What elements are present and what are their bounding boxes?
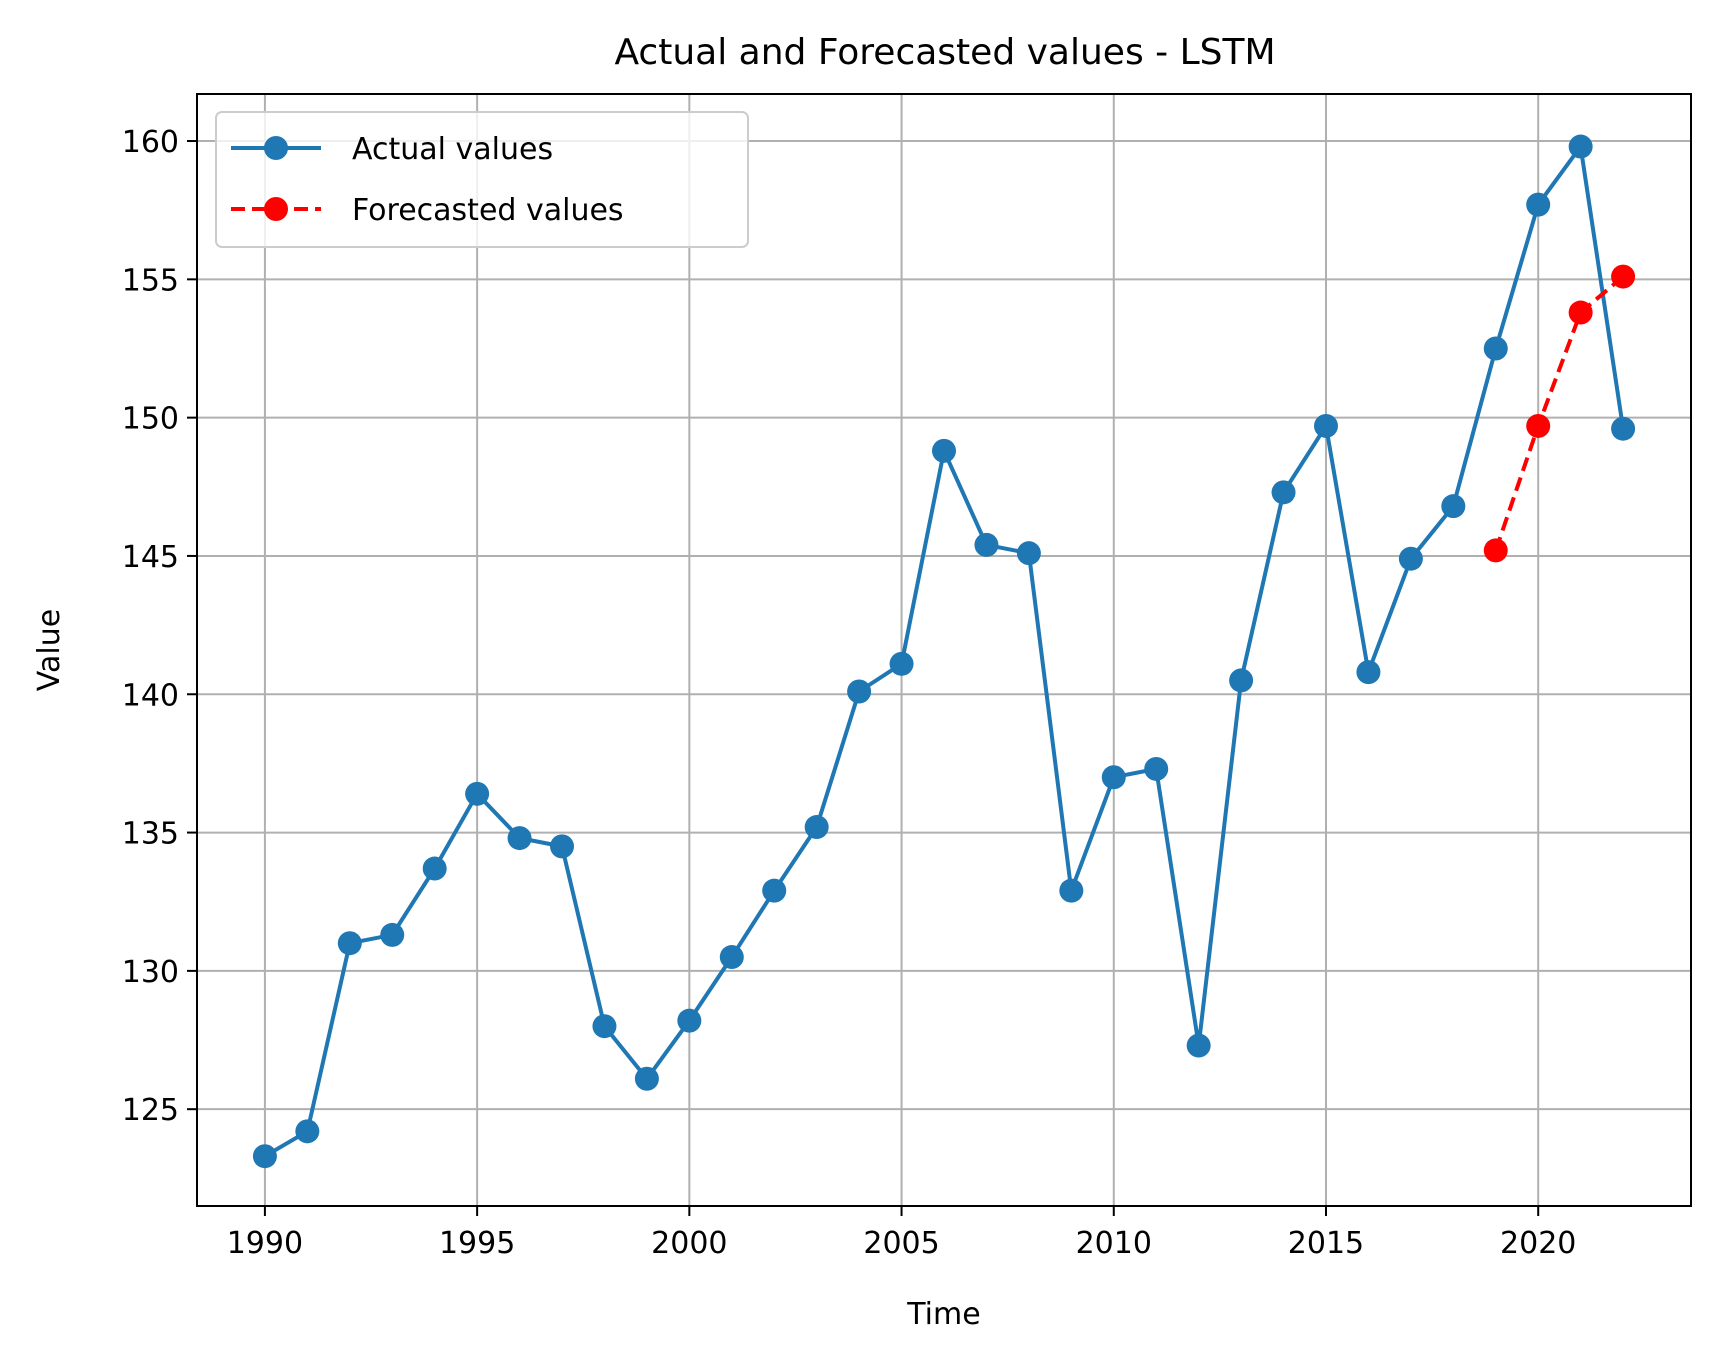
data-point-actual [550, 834, 575, 859]
data-point-actual [677, 1008, 702, 1033]
x-tick-label: 2010 [1076, 1226, 1152, 1261]
y-tick-label: 135 [122, 817, 179, 852]
data-point-actual [1059, 878, 1084, 903]
x-tick-label: 2015 [1288, 1226, 1364, 1261]
y-tick-label: 125 [122, 1093, 179, 1128]
data-point-forecast [1568, 300, 1593, 325]
data-point-actual [847, 679, 872, 704]
data-point-actual [1356, 660, 1381, 685]
data-point-forecast [1483, 538, 1508, 563]
y-tick-label: 130 [122, 955, 179, 990]
legend-marker-forecast [264, 197, 288, 221]
data-point-actual [422, 856, 447, 881]
plot-frame [196, 93, 1692, 1207]
data-point-actual [804, 815, 829, 840]
data-point-actual [252, 1144, 277, 1169]
data-point-actual [974, 532, 999, 557]
data-point-actual [1144, 756, 1169, 781]
y-tick-label: 160 [122, 125, 179, 160]
data-point-actual [592, 1014, 617, 1039]
y-tick-label: 150 [122, 402, 179, 437]
data-point-actual [719, 945, 744, 970]
x-tick-label: 2000 [651, 1226, 727, 1261]
data-point-actual [1229, 668, 1254, 693]
x-tick-label: 1990 [227, 1226, 303, 1261]
chart-title: Actual and Forecasted values - LSTM [614, 32, 1275, 73]
legend-box [215, 111, 749, 248]
data-point-actual [465, 781, 490, 806]
series-layer [252, 134, 1636, 1169]
data-point-actual [1186, 1033, 1211, 1058]
data-point-actual [1016, 541, 1041, 566]
grid [197, 94, 1691, 1206]
y-axis: 125 130 135 140 145 150 155 160 [122, 125, 197, 1128]
data-point-actual [1271, 480, 1296, 505]
data-point-actual [1568, 134, 1593, 159]
data-point-actual [762, 878, 787, 903]
legend-label-actual: Actual values [352, 132, 553, 167]
data-point-actual [1526, 192, 1551, 217]
data-point-actual [1101, 765, 1126, 790]
legend-marker-actual [264, 136, 288, 160]
legend-label-forecast: Forecasted values [352, 193, 624, 228]
x-tick-label: 2020 [1500, 1226, 1576, 1261]
x-axis: 1990 1995 2000 2005 2010 2015 2020 [227, 1206, 1576, 1261]
data-point-actual [889, 651, 914, 676]
x-axis-label: Time [906, 1297, 980, 1332]
data-point-actual [507, 826, 532, 851]
y-tick-label: 145 [122, 540, 179, 575]
y-tick-label: 140 [122, 678, 179, 713]
data-point-actual [1441, 494, 1466, 519]
y-tick-label: 155 [122, 263, 179, 298]
data-point-actual [337, 931, 362, 956]
data-point-forecast [1526, 413, 1551, 438]
data-point-actual [1398, 546, 1423, 571]
data-point-actual [295, 1119, 320, 1144]
data-point-actual [380, 922, 405, 947]
data-point-actual [1611, 416, 1636, 441]
data-point-actual [634, 1066, 659, 1091]
data-point-actual [1483, 336, 1508, 361]
data-point-forecast [1611, 264, 1636, 289]
legend: Actual values Forecasted values [215, 111, 749, 248]
x-tick-label: 1995 [439, 1226, 515, 1261]
x-tick-label: 2005 [863, 1226, 939, 1261]
series-line-forecast [1493, 275, 1625, 552]
data-point-actual [1313, 413, 1338, 438]
y-axis-label: Value [32, 609, 67, 691]
data-point-actual [932, 438, 956, 463]
